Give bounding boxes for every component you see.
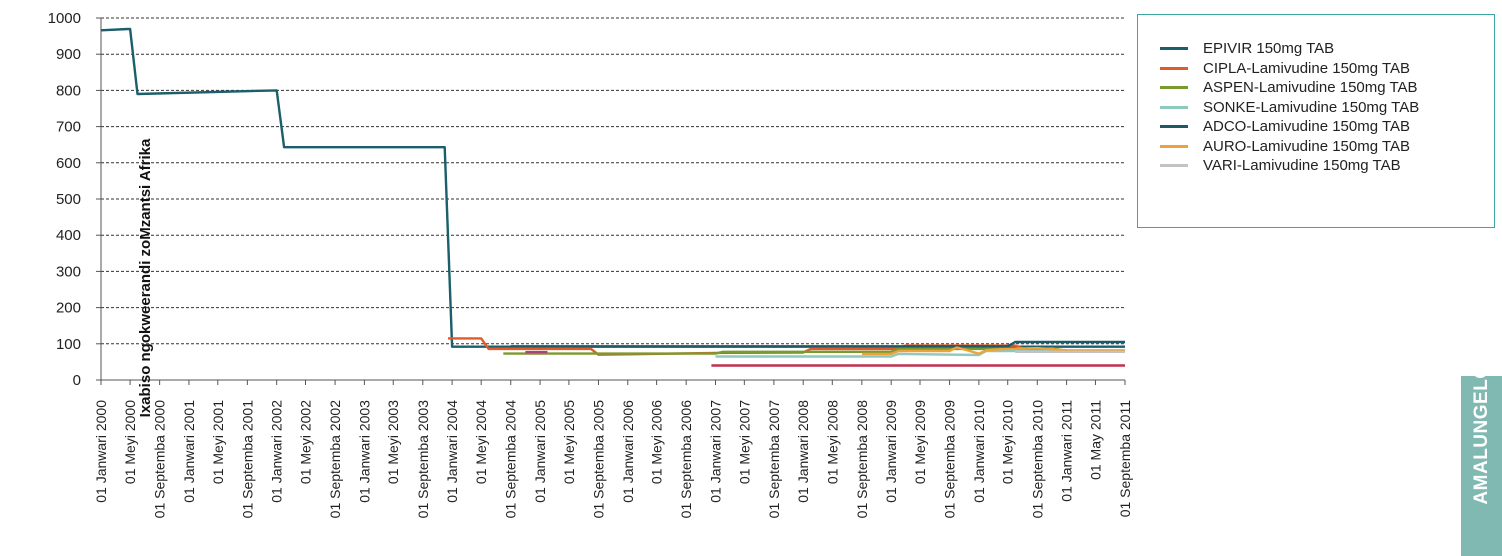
- y-tick-label: 300: [56, 263, 81, 280]
- x-tick-label: 01 Meyi 2006: [649, 400, 665, 484]
- x-tick-label: 01 Septemba 2002: [327, 400, 343, 519]
- legend-item: CIPLA-Lamivudine 150mg TAB: [1160, 59, 1494, 79]
- y-tick-label: 700: [56, 119, 81, 136]
- legend-label: EPIVIR 150mg TAB: [1203, 40, 1335, 58]
- x-tick-label: 01 Janwari 2003: [356, 400, 372, 503]
- y-tick-label: 500: [56, 191, 81, 208]
- series-line: [100, 27, 1125, 348]
- legend-item: SONKE-Lamivudine 150mg TAB: [1160, 98, 1494, 118]
- legend-swatch: [1160, 47, 1188, 51]
- x-tick-label: 01 May 2011: [1087, 400, 1103, 480]
- x-tick-label: 01 Septemba 2010: [1029, 400, 1045, 519]
- side-tab-label: AMALUNGELO: [1471, 376, 1492, 505]
- y-tick-label: 0: [73, 372, 81, 389]
- series-line: [715, 349, 1125, 358]
- x-tick-label: 01 Janwari 2006: [620, 400, 636, 503]
- legend-item: EPIVIR 150mg TAB: [1160, 39, 1494, 59]
- x-tick-label: 01 Janwari 2008: [795, 400, 811, 503]
- y-tick-label: 600: [56, 155, 81, 172]
- x-tick-label: 01 Meyi 2000: [122, 400, 138, 484]
- x-tick-label: 01 Janwari 2000: [93, 400, 109, 503]
- x-tick-label: 01 Meyi 2001: [210, 400, 226, 484]
- x-tick-label: 01 Janwari 2010: [971, 400, 987, 503]
- x-tick-label: 01 Septemba 2005: [590, 400, 606, 519]
- x-tick-label: 01 Septemba 2009: [942, 400, 958, 519]
- y-tick-label: 900: [56, 46, 81, 63]
- legend-swatch: [1160, 144, 1188, 148]
- legend-label: SONKE-Lamivudine 150mg TAB: [1203, 98, 1420, 116]
- x-tick-label: 01 Meyi 2004: [473, 400, 489, 484]
- x-tick-label: 01 Septemba 2004: [503, 400, 519, 519]
- x-tick-label: 01 Janwari 2002: [269, 400, 285, 503]
- y-axis-label: Ixabiso ngokweerandi zoMzantsi Afrika: [136, 138, 154, 418]
- legend-item: ASPEN-Lamivudine 150mg TAB: [1160, 78, 1494, 98]
- x-tick-label: 01 Septemba 2007: [766, 400, 782, 519]
- x-tick-label: 01 Janwari 2011: [1059, 400, 1075, 502]
- legend-label: CIPLA-Lamivudine 150mg TAB: [1203, 59, 1411, 77]
- x-tick-label: 01 Meyi 2009: [912, 400, 928, 484]
- legend-swatch: [1160, 105, 1188, 109]
- x-tick-label: 01 Janwari 2004: [444, 400, 460, 503]
- legend-label: AURO-Lamivudine 150mg TAB: [1203, 137, 1411, 155]
- x-tick-label: 01 Janwari 2005: [532, 400, 548, 503]
- legend-label: ADCO-Lamivudine 150mg TAB: [1203, 118, 1411, 136]
- x-tick-label: 01 Meyi 2010: [1000, 400, 1016, 484]
- x-tick-label: 01 Septemba 2006: [678, 400, 694, 519]
- x-tick-label: 01 Meyi 2002: [298, 400, 314, 484]
- x-tick-label: 01 Septemba 2011: [1117, 400, 1133, 517]
- x-tick-label: 01 Meyi 2003: [385, 400, 401, 484]
- x-tick-label: 01 Janwari 2007: [707, 400, 723, 503]
- legend-label: VARI-Lamivudine 150mg TAB: [1203, 157, 1401, 175]
- legend-label: ASPEN-Lamivudine 150mg TAB: [1203, 79, 1418, 97]
- x-tick-label: 01 Meyi 2005: [561, 400, 577, 484]
- side-tab[interactable]: AMALUNGELO: [1461, 376, 1502, 556]
- y-tick-label: 400: [56, 227, 81, 244]
- y-tick-label: 200: [56, 300, 81, 317]
- y-tick-label: 1000: [48, 10, 81, 27]
- legend-swatch: [1160, 164, 1188, 168]
- chart-legend: EPIVIR 150mg TAB CIPLA-Lamivudine 150mg T…: [1137, 14, 1495, 228]
- legend-swatch: [1160, 125, 1188, 129]
- legend-swatch: [1160, 66, 1188, 70]
- legend-item: ADCO-Lamivudine 150mg TAB: [1160, 117, 1494, 137]
- y-tick-label: 800: [56, 82, 81, 99]
- x-tick-label: 01 Meyi 2008: [824, 400, 840, 484]
- series-line: [510, 340, 1125, 348]
- legend-item: VARI-Lamivudine 150mg TAB: [1160, 156, 1494, 176]
- x-tick-label: 01 Janwari 2009: [883, 400, 899, 503]
- x-tick-label: 01 Janwari 2001: [181, 400, 197, 503]
- x-tick-label: 01 Septemba 2000: [152, 400, 168, 519]
- x-tick-label: 01 Septemba 2008: [854, 400, 870, 519]
- x-tick-label: 01 Meyi 2007: [736, 400, 752, 484]
- x-tick-label: 01 Septemba 2001: [239, 400, 255, 519]
- legend-swatch: [1160, 86, 1188, 90]
- legend-item: AURO-Lamivudine 150mg TAB: [1160, 137, 1494, 157]
- line-chart: 0 100 200 300 400 500 600 700 800 900 1000 01 Janwa…: [48, 10, 1133, 519]
- y-tick-label: 100: [56, 336, 81, 353]
- series-line: [861, 346, 1125, 356]
- x-tick-label: 01 Septemba 2003: [415, 400, 431, 519]
